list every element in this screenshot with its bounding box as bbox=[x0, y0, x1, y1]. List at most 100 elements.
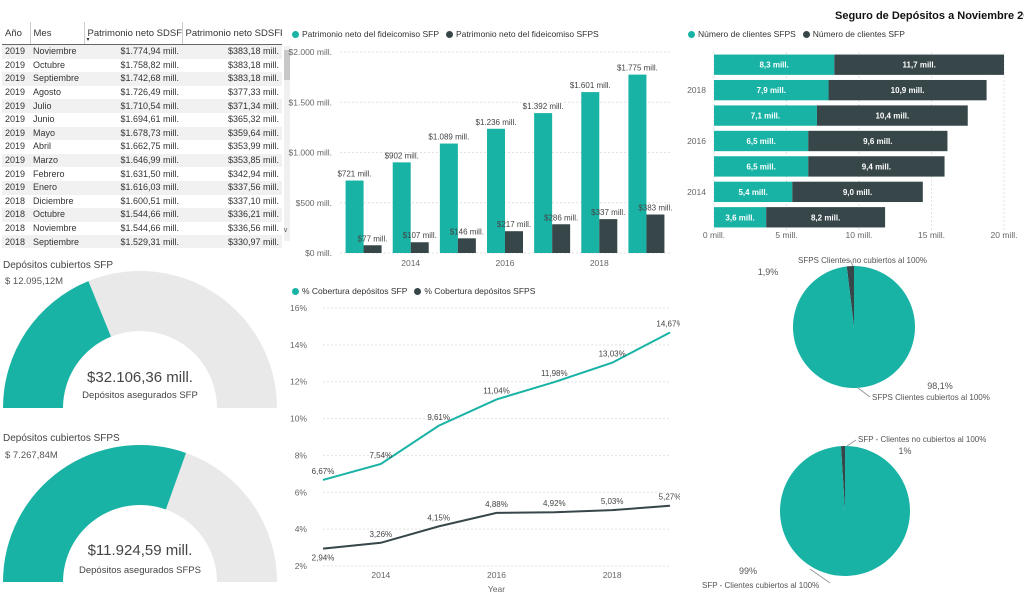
table-cell: 2019 bbox=[5, 59, 26, 70]
table-row[interactable]: 2018 Septiembre $1.529,31 mill. $330,97 mil… bbox=[2, 235, 282, 248]
scroll-down-icon[interactable]: ∨ bbox=[283, 227, 289, 234]
data-label-sfp: 9,0 mill. bbox=[843, 188, 872, 197]
table-cell: Enero bbox=[30, 180, 84, 195]
table-cell: $359,64 mill. bbox=[182, 126, 282, 141]
table-cell: 2019 bbox=[2, 153, 30, 168]
table-row[interactable]: 2018 Octubre $1.544,66 mill. $336,21 mill. bbox=[2, 208, 282, 222]
table-row[interactable]: 2019 Mayo $1.678,73 mill. $359,64 mill. bbox=[2, 126, 282, 141]
data-label-sfp: 14,67% bbox=[656, 320, 680, 329]
y-tick-label: 6% bbox=[295, 487, 308, 497]
table-row[interactable]: 2018 Diciembre $1.600,51 mill. $337,10 mill… bbox=[2, 195, 282, 209]
table-cell: 2019 bbox=[2, 72, 30, 86]
pie-slice-name: SFPS Clientes no cubiertos al 100% bbox=[798, 256, 927, 265]
series-line-sfps bbox=[322, 504, 671, 550]
legend-sfp-label: Patrimonio neto del fideicomiso SFP bbox=[302, 29, 440, 39]
table-cell: $383,18 mill. bbox=[182, 72, 282, 86]
gauge-sfps-value: $11.924,59 mill. bbox=[87, 542, 193, 559]
table-scrollbar[interactable] bbox=[284, 46, 290, 241]
bar-sfp bbox=[439, 143, 458, 253]
data-label-sfps: 2,94% bbox=[312, 554, 335, 563]
table-cell: $383,18 mill. bbox=[182, 44, 282, 59]
legend-sfp-clients-label: Número de clientes SFP bbox=[812, 29, 905, 39]
table-cell: 2019 bbox=[5, 87, 26, 98]
pie-leader-line bbox=[846, 439, 857, 447]
cobertura-line-chart: 2% 4% 6% 8% 10% 12% 14% 16% 2014 2016 2018 Year 6,67… bbox=[290, 303, 680, 594]
y-tick-label: 14% bbox=[290, 340, 307, 350]
gauge-sfps-label: Depósitos asegurados SFPS bbox=[79, 565, 201, 576]
legend-teal-marker bbox=[292, 287, 299, 295]
table-row[interactable]: 2019 Agosto $1.726,49 mill. $377,33 mill. bbox=[2, 86, 282, 100]
table-cell: Octubre bbox=[33, 59, 66, 70]
table-row[interactable]: 2019 Julio $1.710,54 mill. $371,34 mill. bbox=[2, 99, 282, 113]
table-row[interactable]: 2019 Octubre $1.758,82 mill. $383,18 mill. bbox=[2, 59, 282, 73]
table-cell: Noviembre bbox=[33, 223, 77, 234]
bar-sfp bbox=[534, 113, 553, 253]
pie-sfp-clients: SFP - Clientes no cubiertos al 100% 1% 99%… bbox=[702, 435, 986, 590]
hbar-sfp bbox=[808, 130, 948, 152]
x-tick-label: 5 mill. bbox=[775, 230, 797, 240]
table-row[interactable]: 2019 Junio $1.694,61 mill. $365,32 mill. bbox=[2, 113, 282, 127]
data-label-sfp: $1.089 mill. bbox=[428, 133, 469, 142]
pie-leader-line bbox=[809, 568, 831, 584]
bar-sfps bbox=[552, 224, 571, 253]
table-cell: Junio bbox=[33, 114, 55, 125]
table-row[interactable]: 2019 Noviembre $1.774,94 mill. $383,18 mill… bbox=[2, 44, 282, 59]
data-label-sfps: 4,88% bbox=[485, 500, 508, 509]
table-cell: Septiembre bbox=[30, 72, 84, 86]
data-label-sfp: 9,61% bbox=[427, 413, 450, 422]
table-cell: Mayo bbox=[30, 126, 84, 141]
table-cell: 2019 bbox=[5, 114, 26, 125]
table-cell: $1.529,31 mill. bbox=[84, 235, 182, 248]
table-cell: Febrero bbox=[33, 168, 65, 179]
table-cell: 2019 bbox=[5, 141, 26, 152]
gauge-sfp-subtitle: $ 12.095,12M bbox=[5, 276, 64, 287]
data-label-sfps: $107 mill. bbox=[403, 231, 437, 240]
patrimonio-table[interactable]: Año Mes Patrimonio neto SDSFP ▾ Patrimonio n… bbox=[2, 22, 292, 248]
table-row[interactable]: 2019 Febrero $1.631,50 mill. $342,94 mill. bbox=[2, 167, 282, 181]
table-scroll-thumb[interactable] bbox=[284, 50, 290, 80]
legend-sfps-clients-label: Número de clientes SFPS bbox=[698, 29, 796, 39]
hbar-sfps bbox=[714, 130, 809, 152]
data-label-sfps: 7,1 mill. bbox=[751, 112, 780, 121]
pie-slice-pct: 98,1% bbox=[927, 381, 953, 391]
table-cell: $330,97 mill. bbox=[182, 235, 282, 248]
y-tick-label: $500 mill. bbox=[296, 198, 332, 208]
data-label-sfps: 3,26% bbox=[369, 530, 392, 539]
data-label-sfp: 10,9 mill. bbox=[891, 86, 925, 95]
x-tick-label: 0 mill. bbox=[703, 230, 725, 240]
data-label-sfp: $1.392 mill. bbox=[523, 102, 564, 111]
table-body: 2019 Noviembre $1.774,94 mill. $383,18 mill… bbox=[2, 44, 282, 248]
table-cell: $1.616,03 mill. bbox=[84, 180, 182, 195]
table-header-cell[interactable]: Mes bbox=[29, 22, 84, 45]
table-cell: 2018 bbox=[2, 208, 30, 222]
data-label-sfp: $1.775 mill. bbox=[617, 64, 658, 73]
data-label-sfps: $337 mill. bbox=[591, 208, 625, 217]
table-row[interactable]: 2019 Marzo $1.646,99 mill. $353,85 mill. bbox=[2, 153, 282, 168]
table-cell: $1.726,49 mill. bbox=[120, 87, 179, 98]
table-row[interactable]: 2019 Septiembre $1.742,68 mill. $383,18 mil… bbox=[2, 72, 282, 86]
table-row[interactable]: 2018 Noviembre $1.544,66 mill. $336,56 mill… bbox=[2, 222, 282, 236]
table-cell: $1.774,94 mill. bbox=[84, 44, 182, 59]
data-label-sfps: 4,15% bbox=[427, 513, 450, 522]
table-cell: $342,94 mill. bbox=[227, 168, 279, 179]
data-label-sfp: 9,4 mill. bbox=[862, 162, 891, 171]
table-cell: $1.742,68 mill. bbox=[84, 72, 182, 86]
legend-sfps-label: Patrimonio neto del fideicomiso SFPS bbox=[456, 29, 599, 39]
data-label-sfp: 10,4 mill. bbox=[875, 112, 909, 121]
y-tick-label: 2014 bbox=[687, 187, 706, 197]
table-cell: $336,56 mill. bbox=[227, 223, 279, 234]
legend-dark-marker bbox=[414, 287, 422, 295]
hbar-sfp bbox=[834, 54, 1004, 75]
table-row[interactable]: 2019 Abril $1.662,75 mill. $353,99 mill. bbox=[2, 140, 282, 154]
table-row[interactable]: 2019 Enero $1.616,03 mill. $337,56 mill. bbox=[2, 180, 282, 195]
table-cell: $1.600,51 mill. bbox=[120, 195, 179, 206]
table-cell: Marzo bbox=[30, 153, 84, 168]
x-tick-label: 15 mill. bbox=[918, 230, 945, 240]
y-tick-label: $1.000 mill. bbox=[289, 148, 332, 158]
table-cell: $371,34 mill. bbox=[182, 99, 282, 113]
table-header-cell[interactable]: Patrimonio neto SDSFP ▾ bbox=[83, 22, 182, 45]
data-label-sfp: $721 mill. bbox=[337, 170, 371, 179]
table-header-cell[interactable]: Año bbox=[2, 22, 30, 45]
table-header-cell[interactable]: Patrimonio neto SDSFPS bbox=[181, 22, 282, 45]
gauge-sfp-title: Depósitos cubiertos SFP bbox=[3, 260, 114, 271]
